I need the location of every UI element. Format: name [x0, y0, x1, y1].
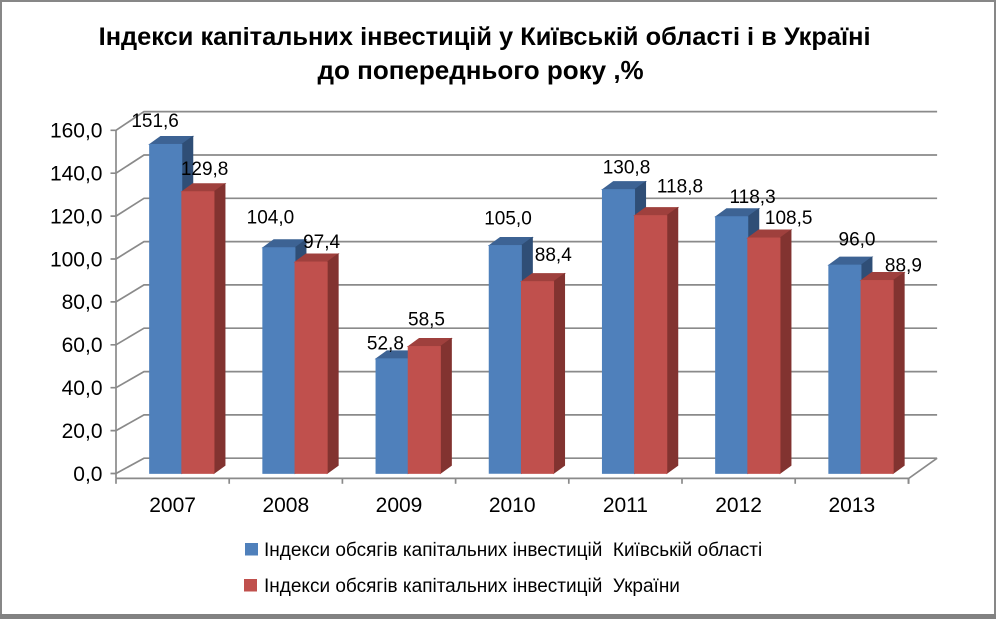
- svg-text:100,0: 100,0: [50, 248, 103, 271]
- svg-text:160,0: 160,0: [50, 120, 103, 143]
- svg-text:Індекси капітальних інвестицій: Індекси капітальних інвестицій у Київськ…: [99, 23, 871, 51]
- svg-text:88,9: 88,9: [885, 255, 922, 276]
- svg-text:120,0: 120,0: [50, 205, 103, 228]
- svg-text:118,3: 118,3: [730, 187, 776, 208]
- svg-text:до попереднього року ,%: до попереднього року ,%: [318, 55, 644, 85]
- svg-text:129,8: 129,8: [181, 159, 229, 180]
- svg-text:2011: 2011: [603, 494, 648, 517]
- svg-text:140,0: 140,0: [50, 163, 103, 186]
- svg-text:58,5: 58,5: [408, 309, 445, 330]
- svg-text:2013: 2013: [828, 494, 875, 517]
- svg-text:88,4: 88,4: [535, 245, 572, 266]
- svg-text:80,0: 80,0: [62, 291, 103, 314]
- svg-text:118,8: 118,8: [657, 177, 703, 198]
- svg-text:40,0: 40,0: [62, 377, 103, 400]
- svg-text:2010: 2010: [489, 494, 536, 517]
- svg-text:Індекси обсягів капітальних ін: Індекси обсягів капітальних інвестицій К…: [264, 540, 762, 561]
- svg-text:2009: 2009: [376, 494, 423, 517]
- svg-text:0,0: 0,0: [73, 463, 102, 486]
- svg-text:97,4: 97,4: [303, 232, 340, 253]
- svg-text:108,5: 108,5: [765, 208, 813, 229]
- svg-text:52,8: 52,8: [367, 334, 404, 355]
- svg-text:96,0: 96,0: [839, 230, 876, 251]
- svg-text:2007: 2007: [149, 494, 196, 517]
- svg-text:60,0: 60,0: [62, 334, 103, 357]
- svg-text:2012: 2012: [715, 494, 762, 517]
- svg-text:151,6: 151,6: [131, 111, 179, 132]
- svg-text:105,0: 105,0: [484, 208, 532, 229]
- svg-text:20,0: 20,0: [62, 420, 103, 443]
- svg-text:Індекси обсягів капітальних ін: Індекси обсягів капітальних інвестицій У…: [264, 576, 680, 597]
- svg-text:130,8: 130,8: [603, 157, 651, 178]
- svg-text:104,0: 104,0: [247, 208, 295, 229]
- svg-text:2008: 2008: [262, 494, 309, 517]
